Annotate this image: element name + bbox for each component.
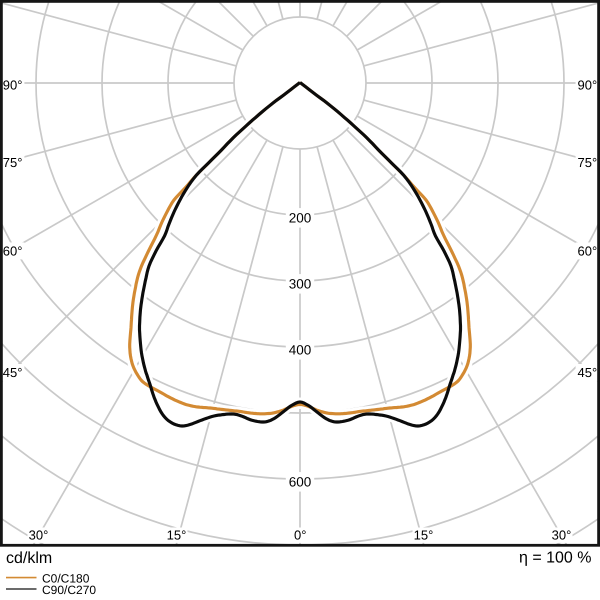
svg-text:30°: 30° bbox=[29, 528, 49, 543]
svg-text:15°: 15° bbox=[414, 528, 434, 543]
svg-text:90°: 90° bbox=[578, 77, 598, 92]
svg-text:15°: 15° bbox=[167, 528, 187, 543]
svg-text:75°: 75° bbox=[3, 155, 23, 170]
svg-text:C0/C180: C0/C180 bbox=[42, 571, 90, 585]
svg-text:60°: 60° bbox=[3, 243, 23, 258]
svg-text:0°: 0° bbox=[294, 528, 306, 543]
svg-text:45°: 45° bbox=[578, 365, 598, 380]
svg-text:300: 300 bbox=[289, 276, 312, 291]
svg-text:cd/klm: cd/klm bbox=[6, 550, 52, 567]
svg-text:600: 600 bbox=[289, 474, 312, 489]
svg-text:45°: 45° bbox=[3, 365, 23, 380]
svg-text:30°: 30° bbox=[552, 528, 572, 543]
svg-text:η = 100 %: η = 100 % bbox=[519, 550, 592, 567]
svg-text:75°: 75° bbox=[578, 155, 598, 170]
svg-text:60°: 60° bbox=[578, 243, 598, 258]
svg-text:90°: 90° bbox=[3, 77, 23, 92]
svg-text:200: 200 bbox=[289, 210, 312, 225]
svg-text:C90/C270: C90/C270 bbox=[42, 583, 96, 597]
svg-text:400: 400 bbox=[289, 342, 312, 357]
